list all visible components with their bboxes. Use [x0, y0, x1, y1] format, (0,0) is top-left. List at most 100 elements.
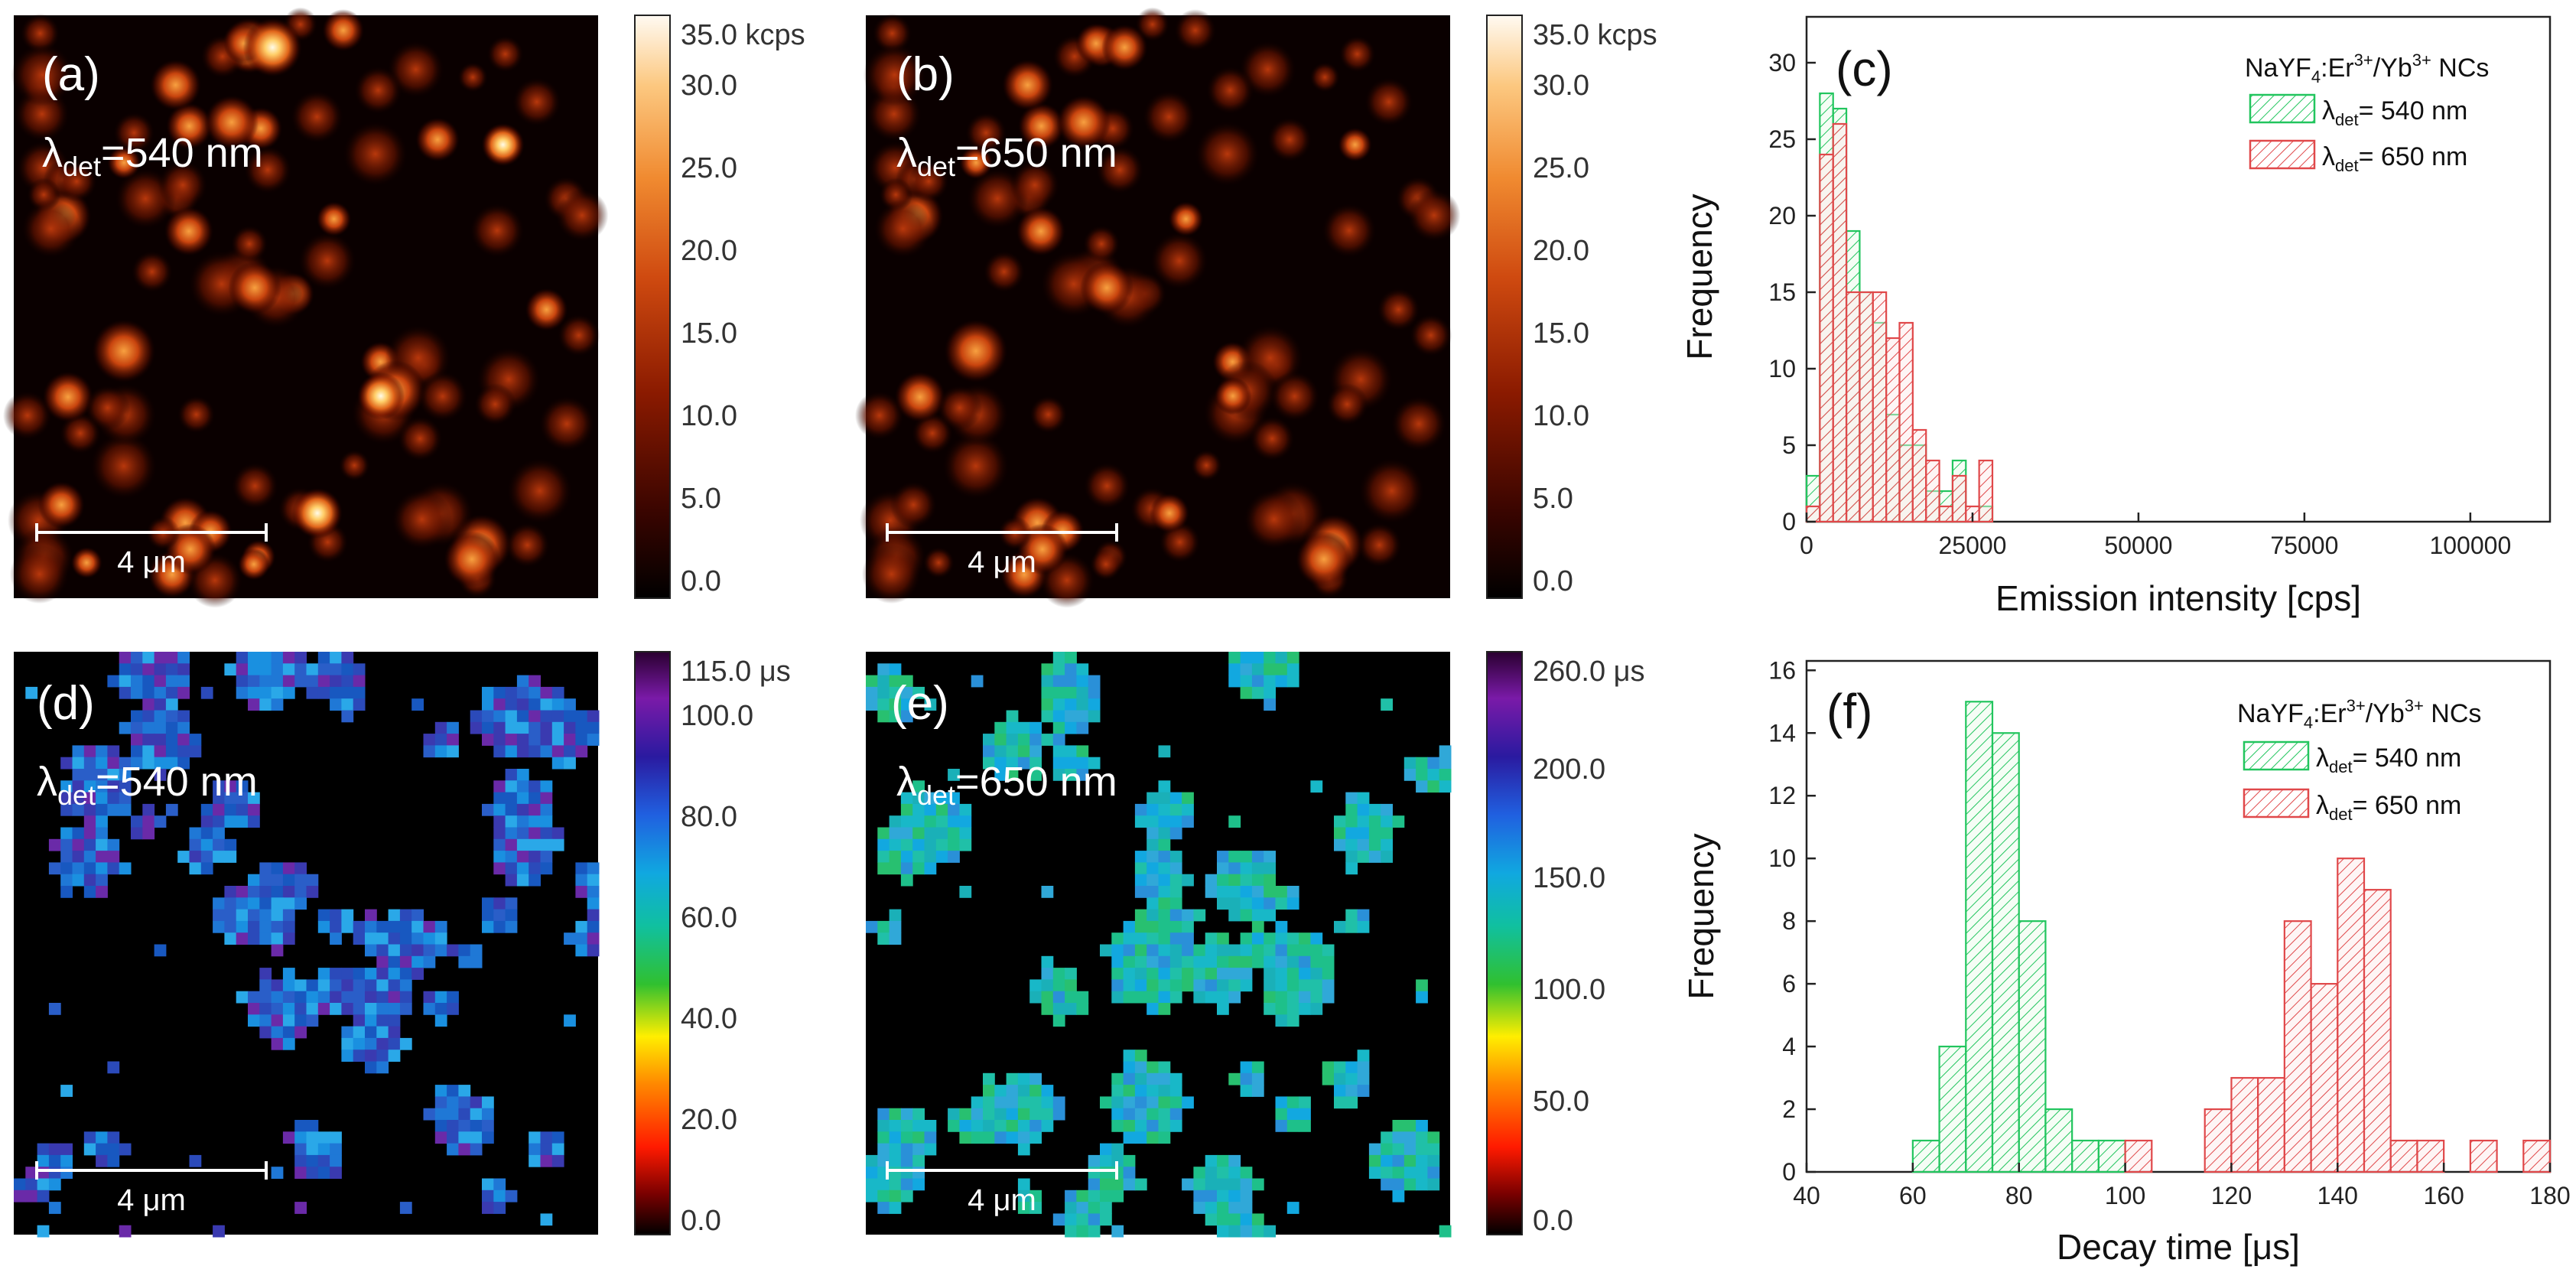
lifetime-pixel	[1403, 1178, 1416, 1191]
lifetime-pixel	[1158, 874, 1171, 887]
lifetime-pixel	[434, 991, 447, 1004]
lifetime-pixel	[983, 1085, 995, 1097]
lifetime-pixel	[1123, 920, 1136, 933]
lifetime-pixel	[912, 1120, 925, 1132]
emission-spot	[322, 9, 365, 52]
lifetime-pixel	[60, 1143, 73, 1156]
lifetime-pixel	[1029, 979, 1042, 992]
lifetime-pixel	[119, 652, 132, 664]
lifetime-pixel	[107, 1061, 120, 1074]
emission-spot	[506, 457, 573, 524]
lifetime-pixel	[96, 803, 108, 816]
lifetime-pixel	[587, 944, 600, 957]
lifetime-pixel	[236, 920, 249, 933]
lifetime-pixel	[1029, 991, 1042, 1004]
lifetime-pixel	[25, 1178, 38, 1191]
bar-c-red-13	[1978, 459, 1994, 523]
lifetime-pixel	[900, 803, 913, 816]
lifetime-pixel	[1123, 1050, 1136, 1062]
bar-f-red-4	[2283, 920, 2312, 1173]
lifetime-pixel	[493, 1202, 506, 1214]
emission-spot	[90, 432, 158, 500]
lifetime-pixel	[529, 721, 541, 734]
lifetime-pixel	[294, 663, 307, 676]
lifetime-pixel	[236, 932, 249, 945]
bar-f-green-7	[2097, 1139, 2126, 1173]
lifetime-pixel	[505, 838, 518, 851]
lifetime-pixel	[551, 710, 564, 723]
lifetime-pixel	[213, 803, 225, 816]
lifetime-pixel	[1076, 698, 1089, 711]
colorbar-d: 115.0 μs 100.0 80.0 60.0 40.0 20.0 0.0	[634, 651, 791, 1237]
lifetime-pixel	[1275, 968, 1288, 980]
emission-spot	[1325, 382, 1368, 426]
lifetime-pixel	[458, 1143, 471, 1156]
emission-spot	[1407, 189, 1461, 242]
lifetime-pixel	[1158, 991, 1171, 1004]
lifetime-pixel	[165, 675, 178, 688]
bar-c-red-10	[1938, 505, 1954, 523]
emission-spot	[113, 112, 155, 154]
lifetime-pixel	[306, 1154, 319, 1167]
lifetime-pixel	[200, 862, 213, 875]
colorbar-a-tick-0: 35.0 kcps	[681, 19, 805, 51]
lifetime-pixel	[1111, 1225, 1124, 1238]
lifetime-pixel	[1275, 1120, 1288, 1132]
lifetime-pixel	[365, 1003, 377, 1015]
lifetime-pixel	[72, 827, 85, 840]
lifetime-pixel	[259, 698, 272, 711]
lifetime-pixel	[376, 968, 389, 980]
lifetime-pixel	[189, 1154, 202, 1167]
emission-spot	[1338, 35, 1376, 73]
lifetime-pixel	[60, 780, 73, 793]
lifetime-pixel	[1123, 1154, 1136, 1167]
lifetime-pixel	[994, 1120, 1007, 1132]
lifetime-pixel	[282, 675, 295, 688]
lambda-label-d: λdet=540 nm	[37, 759, 258, 811]
lambda-label-e: λdet=650 nm	[896, 759, 1117, 811]
emission-spot	[158, 160, 208, 210]
lifetime-pixel	[877, 1120, 890, 1132]
lifetime-pixel	[971, 1108, 984, 1121]
ytick-label-f-6: 12	[1768, 782, 1796, 809]
bar-c-red-7	[1898, 321, 1914, 523]
lifetime-pixel	[259, 968, 272, 980]
lifetime-pixel	[353, 1026, 366, 1039]
lifetime-pixel	[131, 745, 143, 758]
lifetime-pixel	[1041, 663, 1054, 676]
lifetime-pixel	[516, 745, 529, 758]
bar-f-green-4	[2018, 920, 2047, 1173]
lifetime-pixel	[1158, 862, 1171, 875]
lifetime-pixel	[493, 710, 506, 723]
lifetime-pixel	[447, 944, 459, 957]
lifetime-pixel	[224, 851, 237, 863]
lifetime-pixel	[376, 1061, 389, 1074]
lifetime-pixel	[1052, 698, 1065, 711]
lifetime-pixel	[259, 932, 272, 945]
legend-c: NaYF4:Er3+/Yb3+ NCs λdet= 540 nm λdet= 6…	[2245, 50, 2489, 175]
emission-spot	[481, 122, 525, 167]
lifetime-pixel	[516, 675, 529, 688]
bar-c-red-0	[1805, 505, 1821, 523]
lifetime-pixel	[399, 991, 412, 1004]
lifetime-pixel	[924, 862, 937, 875]
lifetime-pixel	[1182, 955, 1194, 968]
lifetime-pixel	[1041, 1120, 1054, 1132]
lifetime-pixel	[959, 803, 972, 816]
lifetime-pixel	[399, 955, 412, 968]
bar-c-red-3	[1845, 291, 1861, 523]
lifetime-pixel	[119, 663, 132, 676]
lifetime-pixel	[889, 663, 902, 676]
lifetime-pixel	[529, 851, 541, 863]
lifetime-pixel	[1322, 991, 1335, 1004]
lifetime-pixel	[14, 1178, 26, 1191]
lifetime-pixel	[1286, 1108, 1299, 1121]
emission-spot	[908, 161, 949, 202]
lifetime-pixel	[1264, 698, 1276, 711]
lifetime-pixel	[1403, 1167, 1416, 1179]
lifetime-pixel	[1158, 909, 1171, 922]
lifetime-pixel	[96, 851, 108, 863]
emission-spot	[298, 232, 356, 290]
lifetime-pixel	[131, 675, 143, 688]
